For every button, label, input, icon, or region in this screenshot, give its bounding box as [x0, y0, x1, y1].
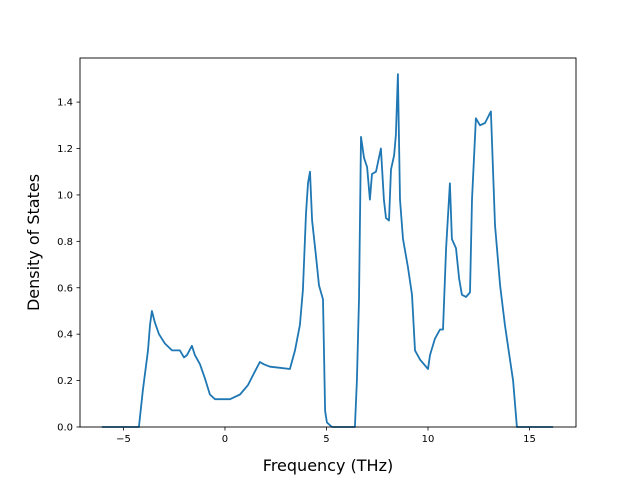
x-tick-label: 15	[523, 434, 536, 445]
y-tick-label: 1.2	[57, 144, 73, 155]
x-axis-label: Frequency (THz)	[263, 456, 393, 475]
plot-frame	[79, 57, 577, 428]
x-tick-label: 0	[222, 434, 228, 445]
dos-line	[101, 73, 554, 428]
y-tick-label: 0.0	[57, 423, 73, 434]
y-tick-label: 0.8	[57, 237, 73, 248]
y-tick-label: 0.6	[57, 283, 73, 294]
y-tick-label: 0.2	[57, 376, 73, 387]
x-tick-label: 5	[323, 434, 329, 445]
y-tick-label: 0.4	[57, 330, 73, 341]
x-tick-label: −5	[116, 434, 131, 445]
y-tick-label: 1.0	[57, 190, 73, 201]
y-tick-label: 1.4	[57, 98, 73, 109]
x-tick-label: 10	[422, 434, 435, 445]
y-axis-label: Density of States	[24, 174, 43, 311]
